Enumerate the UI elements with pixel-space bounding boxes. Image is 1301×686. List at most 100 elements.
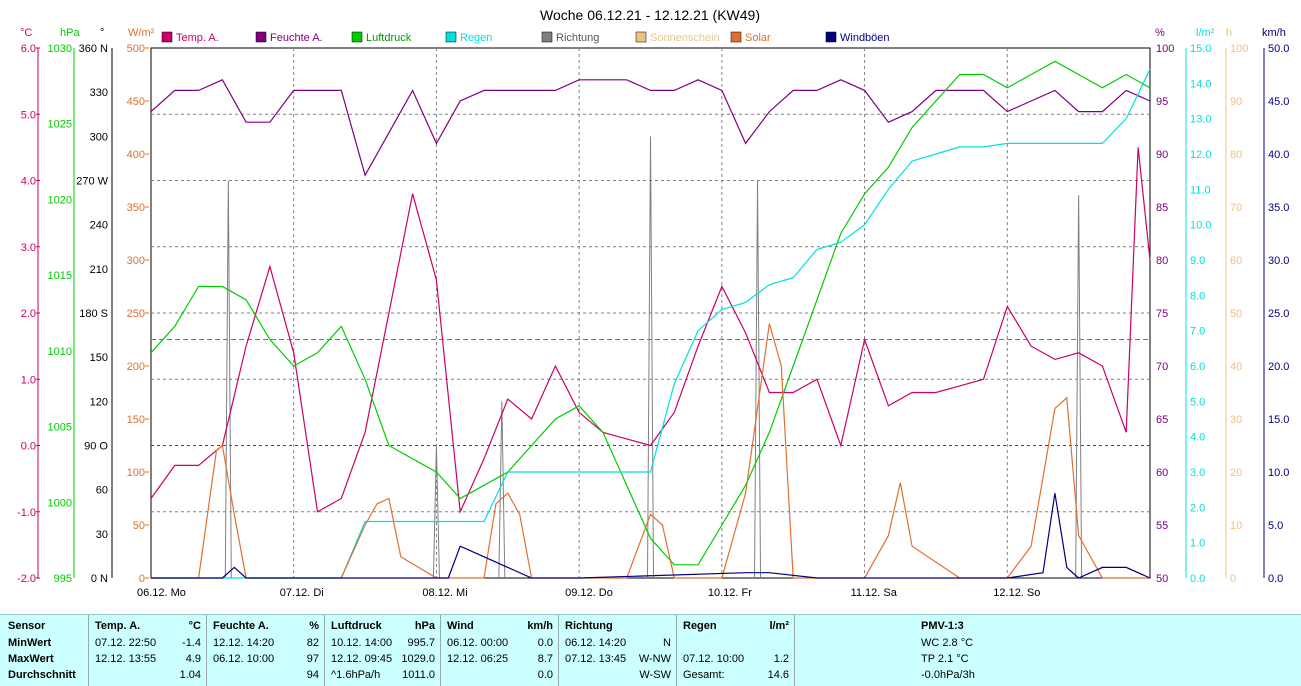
- stats-col-hum: Feuchte A.% 12.12. 14:20 82 06.12. 10:00 97 9…: [206, 615, 325, 686]
- rain-axis-tick: 11.0: [1190, 184, 1211, 196]
- rain-axis-tick: 10.0: [1190, 220, 1211, 232]
- solar-axis-tick: 400: [127, 149, 145, 161]
- rain-axis-tick: 12.0: [1190, 149, 1211, 161]
- dir-axis-tick: 0 N: [91, 573, 108, 585]
- stats-cell: W-SW: [639, 669, 671, 681]
- hum-axis-tick: 100: [1156, 43, 1174, 55]
- stats-cell: Regen: [683, 620, 717, 632]
- direction-spike: [647, 136, 654, 579]
- solar-axis-tick: 350: [127, 202, 145, 214]
- rain-unit-label: l/m²: [1196, 27, 1215, 39]
- legend-label: Luftdruck: [366, 32, 412, 44]
- rain-axis-tick: 5.0: [1190, 396, 1205, 408]
- stats-cell: 0.0: [537, 669, 553, 681]
- wind-axis-tick: 15.0: [1268, 414, 1289, 426]
- sun-axis-tick: 70: [1230, 202, 1242, 214]
- stats-cell: ^1.6hPa/h: [331, 669, 381, 681]
- hum-axis-tick: 55: [1156, 520, 1168, 532]
- press-axis-tick: 1020: [48, 194, 72, 206]
- stats-cell: 06.12. 14:20: [565, 637, 627, 649]
- dir-axis-tick: 210: [90, 264, 108, 276]
- direction-spike: [1075, 195, 1083, 579]
- legend-swatch: [541, 31, 553, 43]
- dir-axis-tick: 180 S: [79, 308, 108, 320]
- direction-spike: [224, 180, 232, 579]
- dir-axis-tick: 360 N: [79, 43, 108, 55]
- sun-axis-tick: 10: [1230, 520, 1242, 532]
- sun-axis-tick: 0: [1230, 573, 1236, 585]
- solar-axis-tick: 150: [127, 414, 145, 426]
- rain-axis-tick: 4.0: [1190, 432, 1205, 444]
- axes: 06.12. Mo 07.12. Di 08.12. Mi 09.12. Do 10.1…: [17, 27, 1289, 599]
- rain-axis-tick: 3.0: [1190, 467, 1205, 479]
- stats-col-dir: Richtung 06.12. 14:20 N 07.12. 13:45 W-NW W-S…: [558, 615, 677, 686]
- hum-axis-tick: 70: [1156, 361, 1168, 373]
- rain-axis-tick: 7.0: [1190, 326, 1205, 338]
- stats-cell: l/m²: [769, 620, 789, 632]
- temp-axis-tick: 1.0: [21, 374, 36, 386]
- wind-axis-tick: 25.0: [1268, 308, 1289, 320]
- stats-cell: 82: [306, 637, 319, 649]
- dir-axis-tick: 60: [96, 485, 108, 497]
- dir-axis-tick: 270 W: [76, 176, 108, 188]
- hum-axis-tick: 85: [1156, 202, 1168, 214]
- temp-axis-tick: 5.0: [21, 109, 36, 121]
- sun-axis-tick: 80: [1230, 149, 1242, 161]
- press-axis-tick: 1030: [48, 43, 72, 55]
- press-axis-tick: 1010: [48, 346, 72, 358]
- legend-label: Sonnenschein: [650, 32, 720, 44]
- sun-axis-tick: 50: [1230, 308, 1242, 320]
- dir-axis-tick: 30: [96, 529, 108, 541]
- hum-axis-tick: 95: [1156, 96, 1168, 108]
- solar-axis-tick: 100: [127, 467, 145, 479]
- legend-label: Solar: [745, 32, 771, 44]
- legend-swatch: [825, 31, 837, 43]
- stats-cell: 8.7: [537, 653, 553, 665]
- rain-axis-tick: 9.0: [1190, 255, 1205, 267]
- stats-cell: 1.2: [773, 653, 789, 665]
- stats-cell: N: [663, 637, 671, 649]
- x-tick-label: 11.12. Sa: [851, 587, 898, 599]
- stats-col-wind: Wind km/h 06.12. 00:00 0.0 12.12. 06:25 8.7 0.…: [440, 615, 559, 686]
- stats-cell: 07.12. 10:00: [683, 653, 745, 665]
- stats-cell: 12.12. 06:25: [447, 653, 509, 665]
- stats-col-temp: Temp. A. °C 07.12. 22:50 -1.4 12.12. 13:55 4.…: [88, 615, 207, 686]
- press-axis-tick: 1025: [48, 119, 72, 131]
- wind-axis-tick: 5.0: [1268, 520, 1283, 532]
- stats-cell: W-NW: [638, 653, 671, 665]
- wind-axis-tick: 45.0: [1268, 96, 1289, 108]
- wind-axis-tick: 10.0: [1268, 467, 1289, 479]
- hum-axis-tick: 80: [1156, 255, 1168, 267]
- stats-cell: 07.12. 13:45: [565, 653, 627, 665]
- temp-axis-tick: 2.0: [21, 308, 36, 320]
- wind-axis-tick: 0.0: [1268, 573, 1283, 585]
- stats-cell: MaxWert: [8, 653, 54, 665]
- rain-axis-tick: 6.0: [1190, 361, 1205, 373]
- legend-swatch: [161, 31, 173, 43]
- legend-swatch: [635, 31, 647, 43]
- series-line: [151, 68, 1151, 579]
- chart-title: Woche 06.12.21 - 12.12.21 (KW49): [540, 7, 760, 23]
- stats-cell: hPa: [414, 620, 435, 632]
- solar-axis-tick: 300: [127, 255, 145, 267]
- temp-unit-label: °C: [20, 27, 32, 39]
- temp-axis-tick: -1.0: [17, 507, 36, 519]
- legend-swatch: [445, 31, 457, 43]
- wind-axis-tick: 20.0: [1268, 361, 1289, 373]
- rain-axis-tick: 0.0: [1190, 573, 1205, 585]
- series-line: [151, 493, 1151, 579]
- stats-cell: 1029.0: [401, 653, 435, 665]
- stats-cell: 12.12. 09:45: [331, 653, 393, 665]
- rain-axis-tick: 13.0: [1190, 114, 1211, 126]
- series-line: [150, 79, 1151, 177]
- stats-cell: 12.12. 13:55: [95, 653, 157, 665]
- hum-axis-tick: 75: [1156, 308, 1168, 320]
- direction-spike: [754, 180, 762, 579]
- stats-cell: 1011.0: [402, 669, 435, 681]
- rain-axis-tick: 15.0: [1190, 43, 1211, 55]
- sun-axis-tick: 100: [1230, 43, 1248, 55]
- solar-axis-tick: 450: [127, 96, 145, 108]
- temp-axis-tick: 3.0: [21, 242, 36, 254]
- stats-cell: 995.7: [407, 637, 435, 649]
- temp-axis-tick: 0.0: [21, 441, 36, 453]
